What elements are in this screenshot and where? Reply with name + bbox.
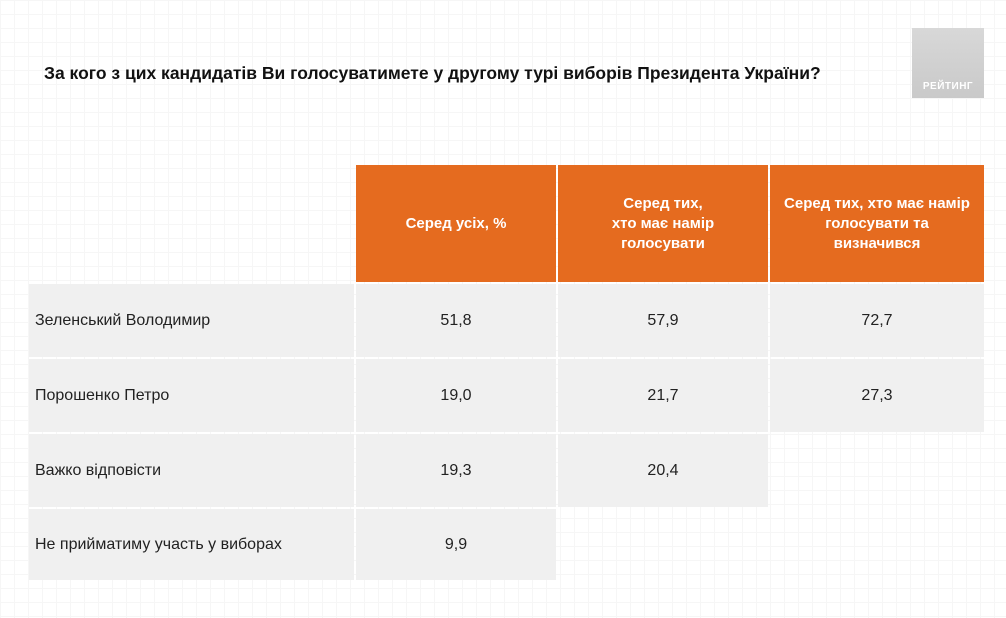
row-label-will-not-vote: Не прийматиму участь у виборах	[29, 509, 354, 580]
chart-title: За кого з цих кандидатів Ви голосуватиме…	[44, 63, 821, 83]
cell-zelenskyi-intend: 57,9	[558, 284, 768, 357]
cell-hard-to-say-intend: 20,4	[558, 434, 768, 507]
cell-poroshenko-all: 19,0	[356, 359, 556, 432]
cell-zelenskyi-decided: 72,7	[770, 284, 984, 357]
row-label-zelenskyi: Зеленський Володимир	[29, 284, 354, 357]
logo-text: РЕЙТИНГ	[922, 81, 974, 92]
column-header-decided: Серед тих, хто має намір голосувати та в…	[770, 165, 984, 282]
column-header-intend-to-vote: Серед тих, хто має намір голосувати	[558, 165, 768, 282]
cell-poroshenko-intend: 21,7	[558, 359, 768, 432]
row-label-hard-to-say: Важко відповісти	[29, 434, 354, 507]
cell-will-not-vote-all: 9,9	[356, 509, 556, 580]
cell-zelenskyi-all: 51,8	[356, 284, 556, 357]
column-header-all: Серед усіх, %	[356, 165, 556, 282]
row-label-poroshenko: Порошенко Петро	[29, 359, 354, 432]
cell-poroshenko-decided: 27,3	[770, 359, 984, 432]
cell-hard-to-say-all: 19,3	[356, 434, 556, 507]
rating-logo: РЕЙТИНГ	[912, 28, 984, 98]
